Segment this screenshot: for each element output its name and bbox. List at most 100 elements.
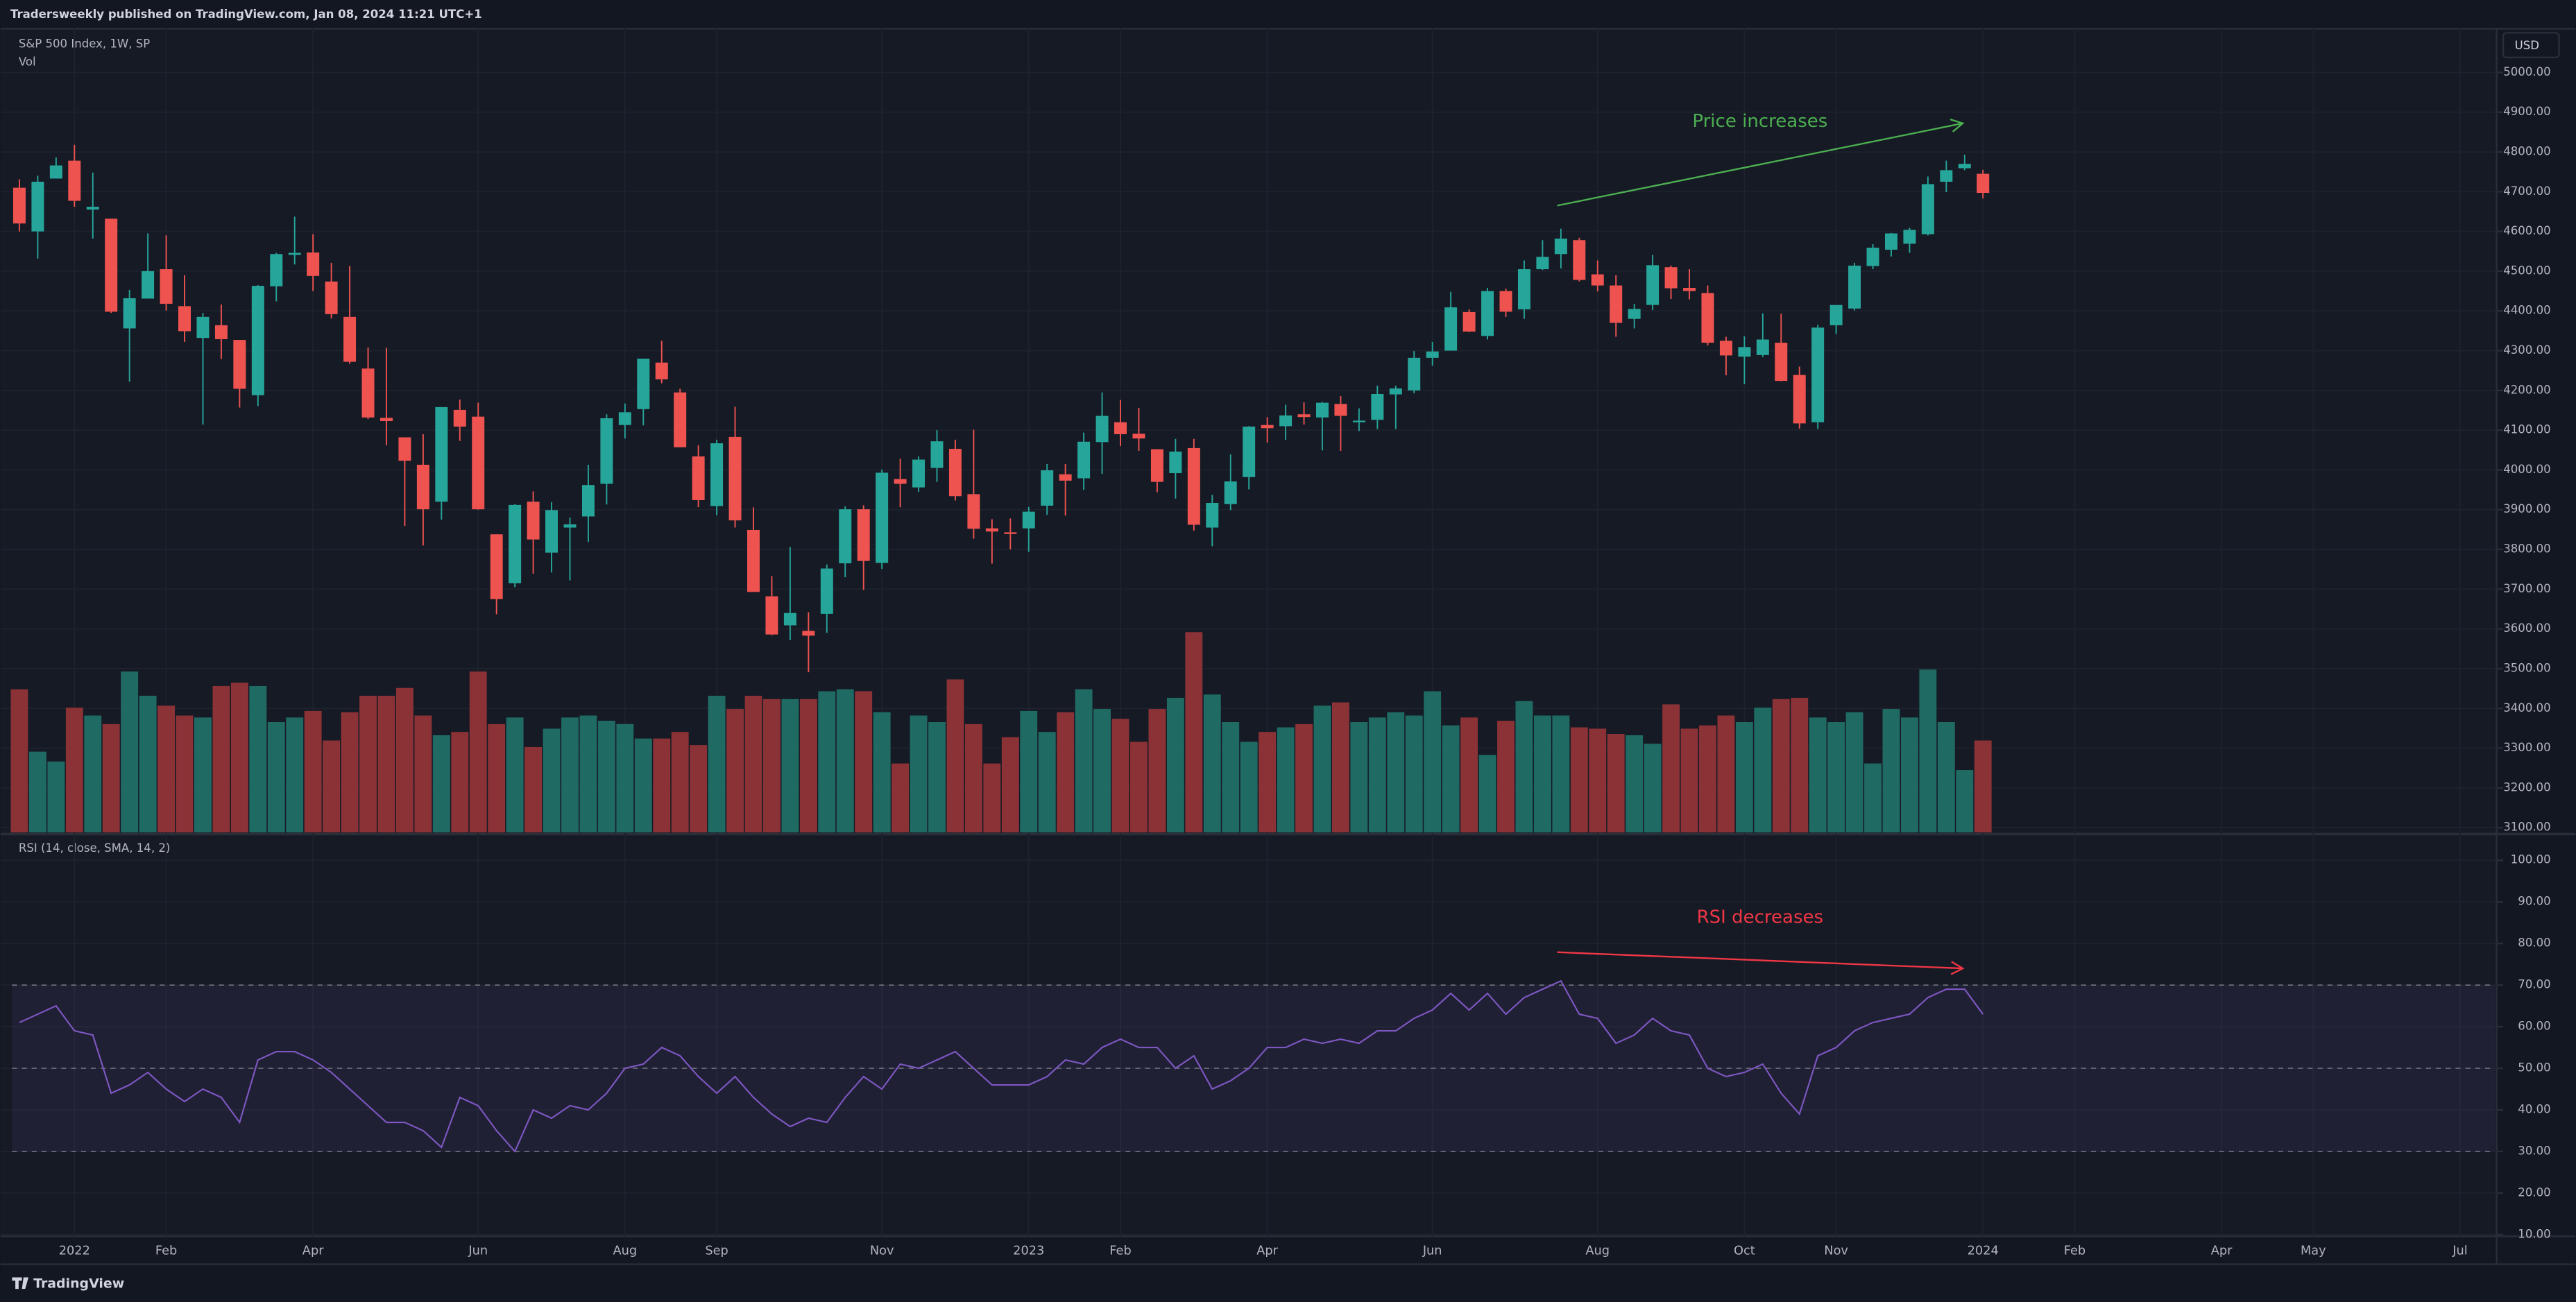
candle-body <box>839 509 852 564</box>
candle-body <box>1004 532 1017 534</box>
candle-body <box>600 418 613 484</box>
candle-body <box>618 412 631 425</box>
volume-bar <box>341 712 359 833</box>
volume-bar <box>304 710 322 833</box>
volume-bar <box>671 732 689 833</box>
x-tick-label: 2022 <box>59 1244 90 1258</box>
candle-body <box>105 219 118 312</box>
volume-bar <box>1368 717 1386 833</box>
volume-bar <box>597 721 615 833</box>
volume-label: Vol <box>19 55 36 68</box>
volume-bar <box>157 705 175 833</box>
x-tick-label: Feb <box>1109 1244 1131 1258</box>
candle-body <box>1352 420 1365 422</box>
x-tick-label: Sep <box>705 1244 728 1258</box>
y-tick-label: 4400.00 <box>2503 304 2550 317</box>
y-tick-label: 40.00 <box>2518 1103 2550 1116</box>
candle-body <box>581 485 595 517</box>
volume-bar <box>1919 669 1937 833</box>
candle-body <box>1224 481 1237 504</box>
volume-bar <box>1478 755 1496 833</box>
candle-body <box>912 459 926 488</box>
volume-bar <box>1057 712 1075 833</box>
volume-bar <box>1148 709 1166 833</box>
volume-bar <box>432 735 450 833</box>
candle-body <box>1884 233 1897 250</box>
volume-bar <box>892 763 910 833</box>
candle-body <box>1114 422 1127 434</box>
candle-body <box>1958 164 1971 169</box>
volume-bar <box>249 685 267 833</box>
candle-body <box>251 286 264 395</box>
x-tick-label: Aug <box>1585 1244 1610 1258</box>
x-tick-label: Apr <box>302 1244 324 1258</box>
volume-bar <box>414 715 432 833</box>
candle-body <box>1610 285 1623 323</box>
candle-body <box>1536 257 1549 270</box>
x-tick-label: Jun <box>1422 1244 1442 1258</box>
volume-bar <box>964 723 982 833</box>
volume-bar <box>690 745 708 833</box>
candle-body <box>710 443 724 506</box>
volume-bar <box>1533 715 1551 833</box>
volume-bar <box>469 671 487 833</box>
volume-bar <box>1644 744 1662 833</box>
candle-body <box>142 271 155 299</box>
x-tick-label: Apr <box>1256 1244 1278 1258</box>
volume-bar <box>1313 705 1331 833</box>
candle-body <box>637 358 650 409</box>
candle-body <box>783 613 796 626</box>
volume-bar <box>139 696 157 833</box>
candle-body <box>1041 470 1054 506</box>
candle-body <box>1793 375 1806 424</box>
volume-bar <box>579 715 597 833</box>
volume-bar <box>212 685 230 833</box>
candle-body <box>985 528 998 532</box>
volume-bar <box>1864 763 1882 833</box>
volume-bar <box>1111 719 1129 833</box>
volume-bar <box>946 679 964 833</box>
y-tick-label: 20.00 <box>2518 1185 2550 1199</box>
volume-bar <box>1001 737 1019 833</box>
candle-body <box>802 631 815 636</box>
volume-bar <box>873 712 891 833</box>
volume-bar <box>1442 725 1460 833</box>
volume-bar <box>1222 721 1240 833</box>
volume-bar <box>1754 708 1772 833</box>
y-tick-label: 60.00 <box>2518 1020 2550 1033</box>
candle-body <box>453 409 466 427</box>
candle-body <box>1499 291 1512 312</box>
volume-bar <box>194 717 212 833</box>
candle-body <box>1573 240 1586 280</box>
candle-body <box>728 436 742 521</box>
arrow-head <box>1950 961 1965 975</box>
candle-body <box>196 316 210 339</box>
candle-body <box>674 392 687 447</box>
volume-bar <box>395 687 413 833</box>
candle-body <box>894 479 907 484</box>
y-tick-label: 3300.00 <box>2503 741 2550 754</box>
volume-bar <box>1075 689 1093 833</box>
currency-box[interactable] <box>2502 32 2560 59</box>
volume-bar <box>653 738 671 833</box>
candle-body <box>930 441 944 468</box>
x-tick-label: Feb <box>2064 1244 2085 1258</box>
y-tick-label: 4900.00 <box>2503 105 2550 118</box>
volume-bar <box>1809 717 1827 833</box>
volume-bar <box>1332 702 1349 833</box>
candle-body <box>1664 267 1678 289</box>
x-tick-label: 2024 <box>1968 1244 1999 1258</box>
volume-bar <box>10 689 28 833</box>
y-tick-label: 3600.00 <box>2503 622 2550 635</box>
candle-body <box>1701 293 1714 343</box>
candle-body <box>747 529 760 592</box>
y-tick-label: 100.00 <box>2511 853 2551 866</box>
x-tick-label: Nov <box>870 1244 894 1258</box>
volume-bar <box>1845 712 1863 833</box>
volume-bar <box>744 696 762 833</box>
volume-bar <box>1607 734 1625 833</box>
candle-body <box>214 325 228 339</box>
volume-bar <box>1387 712 1405 833</box>
candle-body <box>655 362 668 379</box>
